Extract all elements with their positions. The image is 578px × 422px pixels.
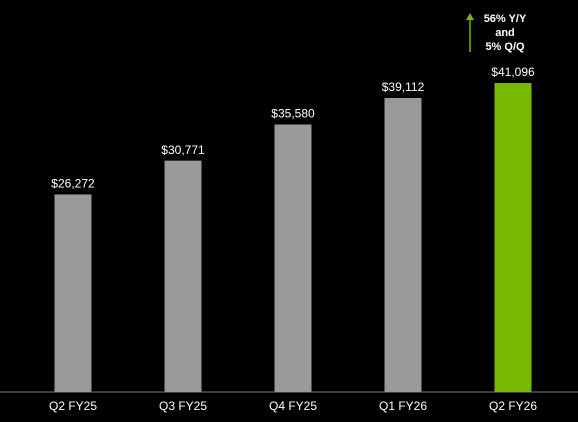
value-label: $35,580 [271, 107, 315, 121]
x-tick-label: Q2 FY26 [489, 399, 537, 413]
value-label: $41,096 [491, 65, 535, 79]
x-tick-label: Q3 FY25 [159, 399, 207, 413]
x-tick-label: Q1 FY26 [379, 399, 427, 413]
x-tick-label: Q2 FY25 [49, 399, 97, 413]
bar [274, 124, 312, 392]
annotation: and [495, 27, 515, 39]
bar [494, 83, 532, 392]
bar [164, 160, 202, 392]
x-tick-label: Q4 FY25 [269, 399, 317, 413]
value-label: $26,272 [51, 177, 95, 191]
value-label: $30,771 [161, 143, 205, 157]
bar [384, 97, 422, 392]
annotation: 56% Y/Y [484, 13, 527, 25]
annotation-arrowhead [466, 13, 474, 20]
annotation: 5% Q/Q [485, 41, 525, 53]
value-label: $39,112 [382, 80, 425, 94]
bar [54, 194, 92, 392]
